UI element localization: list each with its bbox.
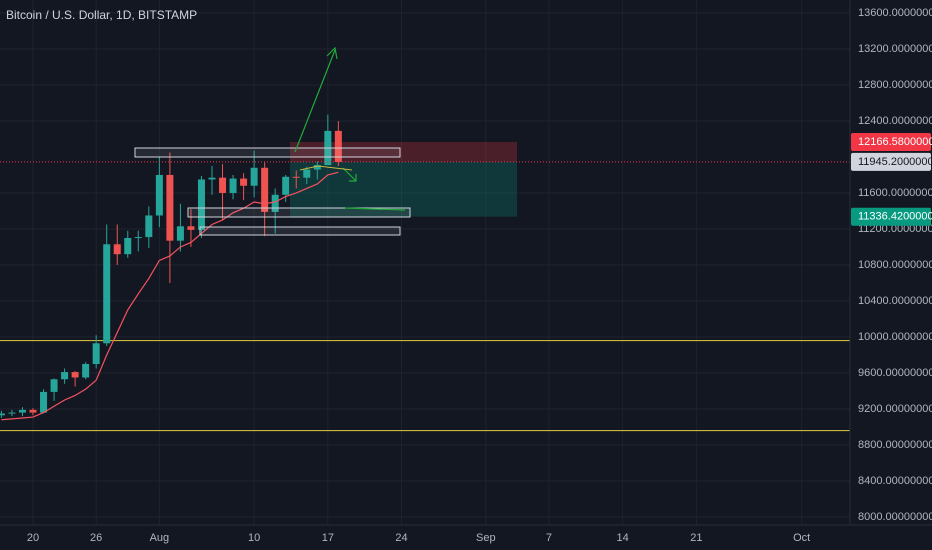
candle-body bbox=[208, 177, 216, 180]
x-tick-label: 14 bbox=[617, 532, 629, 544]
y-tick-label: 8800.00000000 bbox=[858, 439, 932, 451]
candle-body bbox=[29, 409, 37, 413]
grid bbox=[0, 0, 850, 525]
arrow-head bbox=[326, 46, 338, 60]
short-ma bbox=[299, 165, 353, 171]
x-tick-label: 10 bbox=[248, 532, 260, 544]
candle-body bbox=[313, 165, 321, 170]
x-tick-label: 21 bbox=[690, 532, 702, 544]
candle-body bbox=[103, 244, 111, 344]
range-box bbox=[199, 226, 401, 236]
y-tick-label: 12400.00000000 bbox=[858, 115, 932, 127]
range-box bbox=[134, 147, 401, 158]
candle-body bbox=[71, 372, 79, 378]
price-label: 11336.42000000 bbox=[858, 211, 932, 223]
price-axis bbox=[850, 0, 932, 550]
candle-body bbox=[176, 226, 184, 241]
x-tick-label: 17 bbox=[322, 532, 334, 544]
candle-body bbox=[229, 178, 237, 193]
arrow-head bbox=[349, 174, 357, 182]
y-tick-label: 9200.00000000 bbox=[858, 403, 932, 415]
drawings bbox=[134, 46, 411, 236]
arrow bbox=[344, 207, 406, 211]
candle-body bbox=[92, 343, 100, 364]
candle-body bbox=[18, 409, 26, 413]
y-tick-label: 9600.00000000 bbox=[858, 367, 932, 379]
candle-body bbox=[261, 167, 269, 212]
candle-body bbox=[8, 412, 16, 414]
candle-body bbox=[271, 194, 279, 212]
candle-body bbox=[61, 372, 69, 380]
candle-body bbox=[113, 244, 121, 255]
price-label: 12166.58000000 bbox=[858, 136, 932, 148]
x-tick-label: 26 bbox=[90, 532, 102, 544]
y-tick-label: 8400.00000000 bbox=[858, 475, 932, 487]
x-tick-label: Oct bbox=[793, 532, 810, 544]
candle-body bbox=[40, 391, 48, 413]
candle-body bbox=[219, 177, 227, 193]
x-tick-label: 7 bbox=[546, 532, 552, 544]
y-tick-label: 12800.00000000 bbox=[858, 79, 932, 91]
price-label: 11945.20000000 bbox=[858, 156, 932, 168]
candle-body bbox=[124, 237, 132, 255]
candle-body bbox=[303, 169, 311, 178]
candle-body bbox=[292, 176, 300, 178]
y-tick-label: 10800.00000000 bbox=[858, 259, 932, 271]
arrow bbox=[342, 167, 357, 182]
arrow bbox=[294, 49, 336, 153]
y-tick-label: 11600.00000000 bbox=[858, 187, 932, 199]
chart-title: Bitcoin / U.S. Dollar, 1D, BITSTAMP bbox=[6, 8, 197, 22]
y-tick-label: 8000.00000000 bbox=[858, 511, 932, 523]
x-tick-label: Sep bbox=[476, 532, 496, 544]
y-tick-label: 13600.00000000 bbox=[858, 7, 932, 19]
candle-body bbox=[166, 174, 174, 241]
candle-body bbox=[250, 167, 258, 186]
candle-body bbox=[134, 237, 142, 239]
candle-body bbox=[50, 379, 58, 392]
y-tick-label: 11200.00000000 bbox=[858, 223, 932, 235]
axes: 13600.00000000 13200.00000000 12800.000000… bbox=[27, 7, 932, 544]
y-tick-label: 10400.00000000 bbox=[858, 295, 932, 307]
marks bbox=[0, 114, 850, 432]
x-tick-label: 24 bbox=[395, 532, 407, 544]
price-label-box bbox=[851, 152, 931, 171]
candle-body bbox=[0, 413, 5, 416]
price-label-box bbox=[851, 132, 931, 151]
candle-body bbox=[240, 178, 248, 186]
candle-body bbox=[82, 363, 90, 378]
y-tick-label: 10000.00000000 bbox=[858, 331, 932, 343]
price-label-box bbox=[851, 207, 931, 226]
candle-body bbox=[145, 215, 153, 238]
candle-body bbox=[155, 174, 163, 216]
candle-body bbox=[187, 226, 195, 230]
candle-body bbox=[334, 130, 342, 162]
candle-body bbox=[282, 176, 290, 195]
moving-average bbox=[1, 171, 339, 421]
range-box bbox=[187, 207, 411, 218]
x-tick-label: Aug bbox=[150, 532, 170, 544]
x-tick-label: 20 bbox=[27, 532, 39, 544]
y-tick-label: 13200.00000000 bbox=[858, 43, 932, 55]
candle-body bbox=[197, 179, 205, 230]
